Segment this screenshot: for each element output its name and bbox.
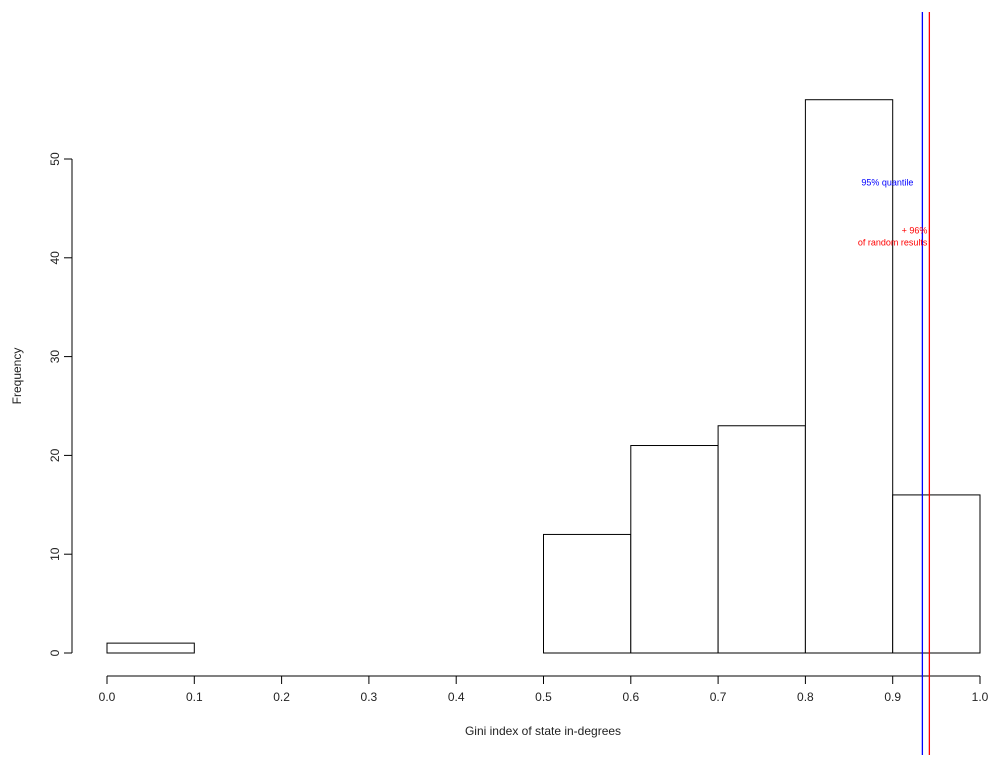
x-axis-label: Gini index of state in-degrees [465,724,621,738]
x-tick-label: 0.9 [884,690,901,704]
reference-label: of random results [858,237,928,247]
y-axis-label: Frequency [10,348,24,405]
x-tick-label: 0.2 [273,690,290,704]
bar [892,494,981,654]
reference-label: + 96% [902,225,928,235]
x-tick-label: 0.3 [361,690,378,704]
bar [804,99,894,654]
bar [543,533,632,654]
y-tick-label: 20 [48,448,62,462]
x-tick-label: 0.1 [186,690,203,704]
bar [106,642,195,654]
x-tick-label: 0.0 [99,690,116,704]
x-tick-label: 0.7 [710,690,727,704]
y-tick-label: 10 [48,547,62,561]
y-tick-label: 30 [48,350,62,364]
x-tick-label: 0.5 [535,690,552,704]
y-tick-label: 50 [48,152,62,166]
x-tick-label: 0.8 [797,690,814,704]
reference-label: 95% quantile [861,177,913,187]
bar [717,425,806,654]
bar [630,445,719,654]
x-tick-label: 0.6 [622,690,639,704]
y-tick-label: 40 [48,251,62,265]
y-tick-label: 0 [48,649,62,656]
x-tick-label: 0.4 [448,690,465,704]
x-tick-label: 1.0 [972,690,989,704]
